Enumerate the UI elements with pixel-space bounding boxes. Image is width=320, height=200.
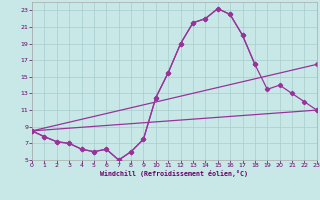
X-axis label: Windchill (Refroidissement éolien,°C): Windchill (Refroidissement éolien,°C) (100, 170, 248, 177)
